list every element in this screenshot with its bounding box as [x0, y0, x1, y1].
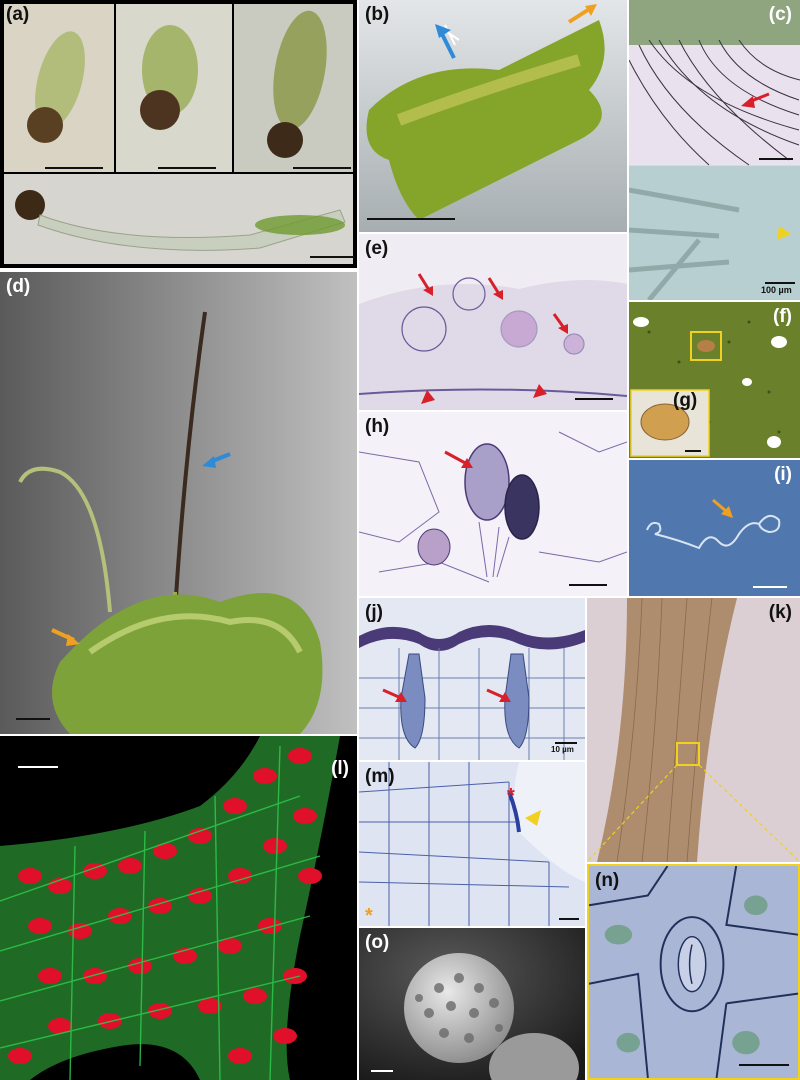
panel-j-label: (j) [365, 602, 383, 623]
panel-a-label: (a) [6, 4, 30, 25]
panel-k-label: (k) [768, 602, 792, 623]
panel-n-scale-bar [739, 1064, 789, 1066]
panel-a-scale-bar-1 [45, 167, 103, 169]
panel-e: (e) [359, 234, 627, 410]
panel-i: (i) [629, 460, 800, 596]
panel-b-scale-bar [367, 218, 455, 220]
panel-c-label: (c) [768, 4, 792, 25]
panel-o-label: (o) [365, 932, 390, 953]
panel-l-scale-bar [18, 766, 58, 768]
panel-c-scale-bar-bottom [765, 282, 795, 284]
panel-a-scale-bar-2 [158, 167, 216, 169]
panel-n-image [589, 866, 798, 1078]
panel-d-image [0, 272, 357, 734]
panel-b-label: (b) [365, 4, 390, 25]
panel-c-scale-text: 100 µm [761, 285, 792, 295]
panel-g-label: (g) [673, 390, 698, 411]
panel-a-scale-bar-4 [310, 256, 354, 258]
panel-b-image [359, 0, 627, 232]
panel-m-scale-bar [559, 918, 579, 920]
panel-d: (d) [0, 272, 357, 734]
panel-i-label: (i) [774, 464, 792, 485]
panel-l-label: (l) [331, 758, 349, 779]
panel-l: (l) [0, 736, 357, 1080]
panel-o: (o) [359, 928, 585, 1080]
panel-e-label: (e) [365, 238, 389, 259]
panel-l-image [0, 736, 357, 1080]
panel-h: (h) [359, 412, 627, 596]
panel-d-scale-bar [16, 718, 50, 720]
panel-j-scale-bar [555, 742, 577, 744]
panel-m: * * (m) [359, 762, 585, 926]
panel-j-scale-text: 10 µm [551, 745, 574, 754]
panel-a: (a) [0, 0, 357, 268]
panel-h-label: (h) [365, 416, 390, 437]
panel-b: (b) [359, 0, 627, 232]
panel-k-image [587, 598, 800, 862]
panel-h-image [359, 412, 627, 596]
panel-o-image [359, 928, 585, 1080]
panel-f-label: (f) [773, 306, 792, 327]
svg-text:*: * [507, 785, 515, 807]
panel-h-scale-bar [569, 584, 607, 586]
panel-o-scale-bar [371, 1070, 393, 1072]
panel-j-image [359, 598, 585, 760]
panel-n-label: (n) [595, 870, 620, 891]
panel-a-scale-bar-3 [293, 167, 351, 169]
panel-f-image [629, 302, 800, 458]
panel-c-scale-bar-top [759, 158, 793, 160]
panel-i-image [629, 460, 800, 596]
panel-j: (j) 10 µm [359, 598, 585, 760]
panel-f: (f) (g) [629, 302, 800, 458]
panel-e-scale-bar [575, 398, 613, 400]
panel-i-scale-bar [753, 586, 787, 588]
panel-d-label: (d) [6, 276, 31, 297]
panel-g-scale-bar [685, 450, 701, 452]
panel-e-image [359, 234, 627, 410]
panel-m-image: * * [359, 762, 585, 926]
panel-a-image [0, 0, 357, 268]
panel-k: (k) [587, 598, 800, 862]
panel-n: (n) [587, 864, 800, 1080]
panel-c: (c) 100 µm [629, 0, 800, 300]
panel-m-label: (m) [365, 766, 395, 787]
panel-c-image [629, 0, 800, 300]
svg-text:*: * [365, 905, 373, 926]
